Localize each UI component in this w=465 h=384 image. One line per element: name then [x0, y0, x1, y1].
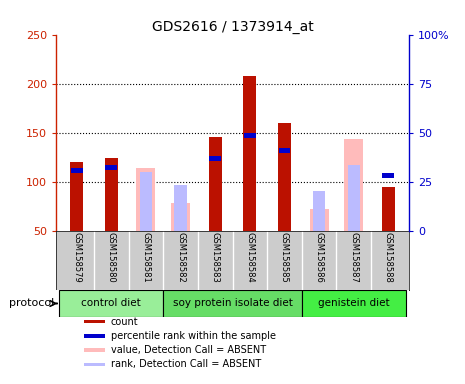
- Text: count: count: [111, 316, 138, 326]
- Text: rank, Detection Call = ABSENT: rank, Detection Call = ABSENT: [111, 359, 261, 369]
- Text: value, Detection Call = ABSENT: value, Detection Call = ABSENT: [111, 345, 266, 355]
- Text: GSM158582: GSM158582: [176, 232, 185, 283]
- FancyBboxPatch shape: [84, 334, 105, 338]
- Bar: [310, 209, 329, 231]
- Text: genistein diet: genistein diet: [318, 298, 390, 308]
- Bar: [244, 133, 256, 138]
- Bar: [174, 185, 186, 231]
- Text: GSM158584: GSM158584: [246, 232, 254, 283]
- FancyBboxPatch shape: [84, 348, 105, 352]
- Bar: [209, 137, 222, 231]
- Bar: [105, 166, 117, 170]
- Text: percentile rank within the sample: percentile rank within the sample: [111, 331, 276, 341]
- Text: GSM158585: GSM158585: [280, 232, 289, 283]
- Text: control diet: control diet: [81, 298, 141, 308]
- Bar: [279, 148, 291, 153]
- Bar: [313, 192, 325, 231]
- Bar: [71, 169, 82, 173]
- Text: GSM158580: GSM158580: [107, 232, 116, 283]
- FancyBboxPatch shape: [163, 290, 302, 317]
- Text: GSM158588: GSM158588: [384, 232, 393, 283]
- Text: GSM158581: GSM158581: [141, 232, 150, 283]
- Bar: [171, 203, 190, 231]
- Text: protocol: protocol: [9, 298, 54, 308]
- Bar: [278, 123, 291, 231]
- Bar: [348, 165, 360, 231]
- FancyBboxPatch shape: [84, 320, 105, 323]
- Text: soy protein isolate diet: soy protein isolate diet: [173, 298, 292, 308]
- Bar: [70, 162, 83, 231]
- Bar: [243, 76, 256, 231]
- FancyBboxPatch shape: [84, 362, 105, 366]
- FancyBboxPatch shape: [59, 290, 163, 317]
- Text: GSM158586: GSM158586: [315, 232, 324, 283]
- Title: GDS2616 / 1373914_at: GDS2616 / 1373914_at: [152, 20, 313, 33]
- Bar: [382, 187, 395, 231]
- Bar: [140, 172, 152, 231]
- FancyBboxPatch shape: [302, 290, 406, 317]
- Bar: [209, 156, 221, 161]
- Bar: [105, 158, 118, 231]
- Bar: [383, 173, 394, 178]
- Bar: [344, 139, 363, 231]
- Bar: [136, 168, 155, 231]
- Text: GSM158587: GSM158587: [349, 232, 358, 283]
- Text: GSM158583: GSM158583: [211, 232, 219, 283]
- Text: GSM158579: GSM158579: [72, 232, 81, 283]
